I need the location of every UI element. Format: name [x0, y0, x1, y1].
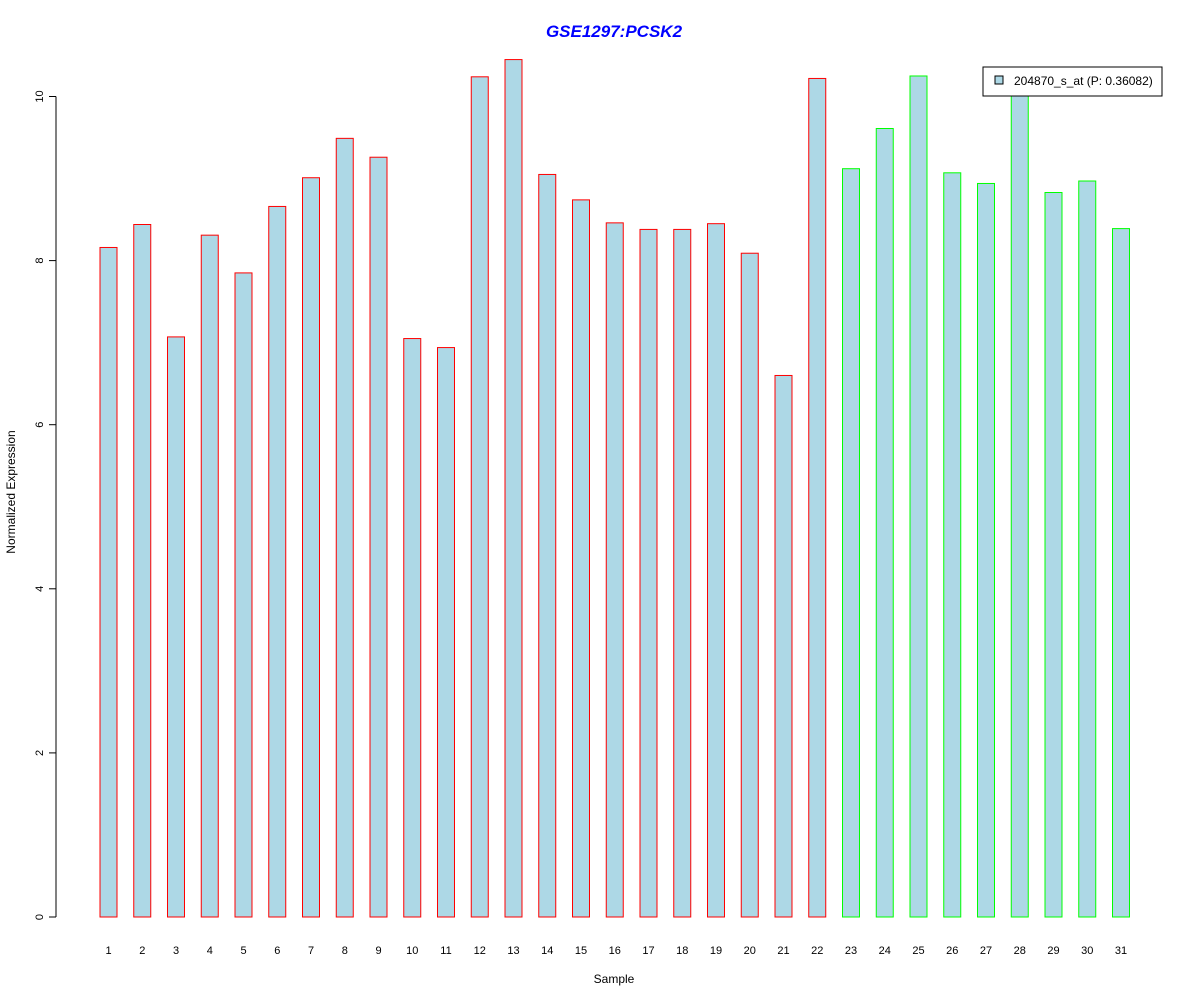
bars: [99, 59, 1130, 918]
bar-sample-5: [234, 272, 253, 918]
bar-sample-6: [268, 205, 287, 918]
x-tick-label: 14: [541, 945, 553, 957]
y-tick-label: 4: [34, 586, 46, 592]
x-tick-label: 1: [105, 945, 111, 957]
x-axis-label: Sample: [594, 972, 635, 986]
bar-sample-26: [943, 172, 962, 918]
x-tick-label: 25: [912, 945, 924, 957]
x-tick-label: 16: [609, 945, 621, 957]
x-tick-label: 11: [440, 945, 451, 957]
bar-sample-24: [875, 128, 894, 918]
bar-sample-30: [1078, 180, 1097, 918]
bar-sample-20: [740, 252, 759, 918]
x-tick-label: 10: [406, 945, 418, 957]
y-tick-label: 0: [34, 914, 46, 920]
bar-sample-29: [1044, 192, 1063, 918]
x-tick-label: 17: [642, 945, 654, 957]
bar-sample-8: [335, 137, 354, 918]
bar-sample-27: [977, 182, 995, 918]
bar-sample-12: [470, 76, 489, 918]
x-tick-label: 4: [207, 945, 213, 957]
bar-sample-11: [437, 347, 455, 918]
bar-sample-31: [1112, 228, 1130, 918]
y-tick-label: 2: [34, 750, 46, 756]
bar-sample-15: [572, 199, 590, 918]
y-tick-label: 6: [34, 422, 46, 428]
bar-sample-17: [639, 228, 658, 918]
y-axis-label: Normalized Expression: [4, 430, 18, 553]
x-tick-label: 30: [1081, 945, 1093, 957]
x-tick-label: 26: [946, 945, 958, 957]
bar-sample-3: [167, 336, 185, 918]
bar-sample-25: [909, 75, 928, 918]
legend-swatch: [994, 75, 1004, 85]
x-tick-label: 8: [342, 945, 348, 957]
bar-sample-16: [605, 222, 624, 918]
bar-sample-10: [403, 338, 422, 918]
x-tick-label: 19: [710, 945, 722, 957]
legend-box: [982, 66, 1163, 97]
x-tick-label: 22: [811, 945, 823, 957]
x-tick-label: 21: [777, 945, 789, 957]
bar-sample-9: [369, 156, 388, 918]
x-tick-label: 12: [474, 945, 486, 957]
x-tick-label: 23: [845, 945, 857, 957]
x-tick-label: 31: [1115, 945, 1127, 957]
bar-sample-7: [302, 177, 320, 918]
bar-sample-4: [200, 234, 219, 918]
x-tick-label: 6: [274, 945, 280, 957]
x-tick-label: 24: [879, 945, 891, 957]
chart-title: GSE1297:PCSK2: [546, 22, 683, 41]
x-tick-label: 7: [308, 945, 314, 957]
bar-sample-18: [673, 228, 692, 918]
bar-sample-14: [538, 173, 557, 918]
x-tick-label: 15: [575, 945, 587, 957]
y-tick-label: 8: [34, 258, 46, 264]
x-tick-label: 20: [744, 945, 756, 957]
bar-sample-23: [842, 168, 860, 918]
bar-sample-2: [133, 224, 152, 918]
x-tick-label: 28: [1014, 945, 1026, 957]
x-tick-label: 2: [139, 945, 145, 957]
legend-label: 204870_s_at (P: 0.36082): [1014, 74, 1153, 88]
x-tick-labels: 1 2 3 4 5 6 7 8 9 10 11 12 13 14 15 16 17 18 19 20 21 22 23 24 2…: [105, 945, 1127, 957]
x-tick-label: 18: [676, 945, 688, 957]
x-tick-label: 3: [173, 945, 179, 957]
bar-sample-19: [707, 223, 725, 918]
x-tick-label: 9: [375, 945, 381, 957]
x-tick-label: 5: [240, 945, 246, 957]
y-tick-label: 10: [34, 90, 46, 102]
y-axis: 0 2 4 6 8 10: [34, 90, 57, 920]
legend: 204870_s_at (P: 0.36082): [982, 66, 1163, 97]
bar-sample-22: [808, 77, 827, 918]
bar-sample-28: [1010, 92, 1029, 918]
bar-sample-21: [774, 374, 793, 918]
bar-sample-13: [504, 59, 523, 918]
x-tick-label: 29: [1047, 945, 1059, 957]
bar-sample-1: [99, 246, 118, 918]
x-tick-label: 27: [980, 945, 992, 957]
x-tick-label: 13: [507, 945, 519, 957]
